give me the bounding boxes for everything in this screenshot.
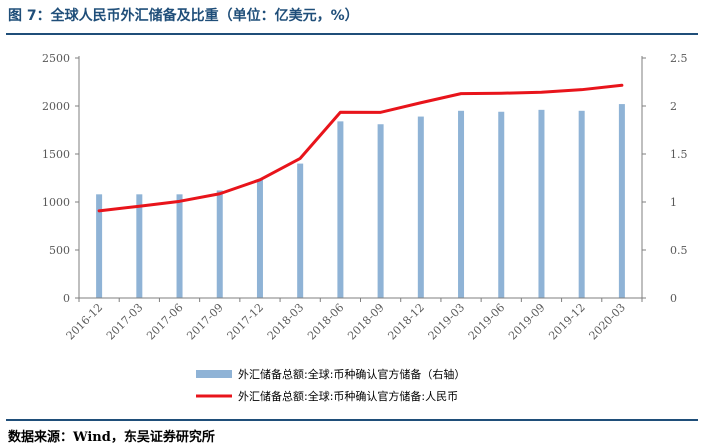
legend-label-line: 外汇储备总额:全球:币种确认官方储备:人民币 bbox=[238, 389, 458, 403]
y-left-tick-label: 2000 bbox=[42, 100, 70, 113]
bar bbox=[216, 190, 223, 298]
title-divider bbox=[6, 33, 698, 35]
y-left-tick-label: 500 bbox=[49, 244, 70, 257]
x-tick-label: 2019-09 bbox=[506, 301, 548, 343]
x-tick-label: 2018-03 bbox=[265, 301, 307, 343]
y-left-tick-label: 1500 bbox=[42, 148, 70, 161]
bar bbox=[337, 121, 344, 298]
y-left-tick-label: 2500 bbox=[42, 52, 70, 65]
y-right-tick-label: 0 bbox=[670, 292, 677, 305]
bar bbox=[256, 179, 263, 298]
legend-label-bar: 外汇储备总额:全球:币种确认官方储备（右轴） bbox=[238, 367, 465, 381]
x-tick-label: 2017-09 bbox=[184, 301, 226, 343]
bar bbox=[377, 124, 384, 299]
legend-swatch-bar bbox=[196, 370, 232, 378]
x-tick-label: 2018-06 bbox=[305, 301, 347, 343]
bar bbox=[136, 194, 143, 298]
bar bbox=[498, 111, 505, 298]
y-left-tick-label: 0 bbox=[63, 292, 70, 305]
bar bbox=[96, 194, 103, 298]
source-divider bbox=[6, 419, 698, 421]
series-line bbox=[97, 83, 624, 213]
x-tick-label: 2017-06 bbox=[144, 301, 186, 343]
bar bbox=[176, 194, 183, 298]
y-right-tick-label: 2.5 bbox=[670, 52, 688, 65]
bar bbox=[578, 110, 585, 298]
y-right-tick-label: 1.5 bbox=[670, 148, 688, 161]
y-left-tick-label: 1000 bbox=[42, 196, 70, 209]
y-right-tick-label: 0.5 bbox=[670, 244, 688, 257]
x-tick-label: 2018-09 bbox=[345, 301, 387, 343]
x-tick-label: 2019-03 bbox=[426, 301, 468, 343]
x-tick-label: 2019-12 bbox=[546, 301, 588, 343]
bar bbox=[538, 109, 545, 298]
y-right-tick-label: 1 bbox=[670, 196, 677, 209]
bar bbox=[618, 104, 625, 298]
bar bbox=[297, 163, 304, 298]
bar bbox=[417, 116, 424, 298]
data-source: 数据来源：Wind，东吴证券研究所 bbox=[8, 430, 215, 445]
bar bbox=[458, 110, 465, 298]
figure-title: 图 7：全球人民币外汇储备及比重（单位：亿美元，%） bbox=[8, 8, 359, 24]
x-tick-label: 2017-12 bbox=[225, 301, 267, 343]
x-tick-label: 2017-03 bbox=[104, 301, 146, 343]
x-tick-label: 2016-12 bbox=[64, 301, 106, 343]
x-tick-label: 2019-06 bbox=[466, 301, 508, 343]
x-tick-label: 2018-12 bbox=[385, 301, 427, 343]
y-right-tick-label: 2 bbox=[670, 100, 677, 113]
x-tick-label: 2020-03 bbox=[586, 301, 628, 343]
figure-title-bar: 图 7：全球人民币外汇储备及比重（单位：亿美元，%） bbox=[0, 0, 704, 30]
